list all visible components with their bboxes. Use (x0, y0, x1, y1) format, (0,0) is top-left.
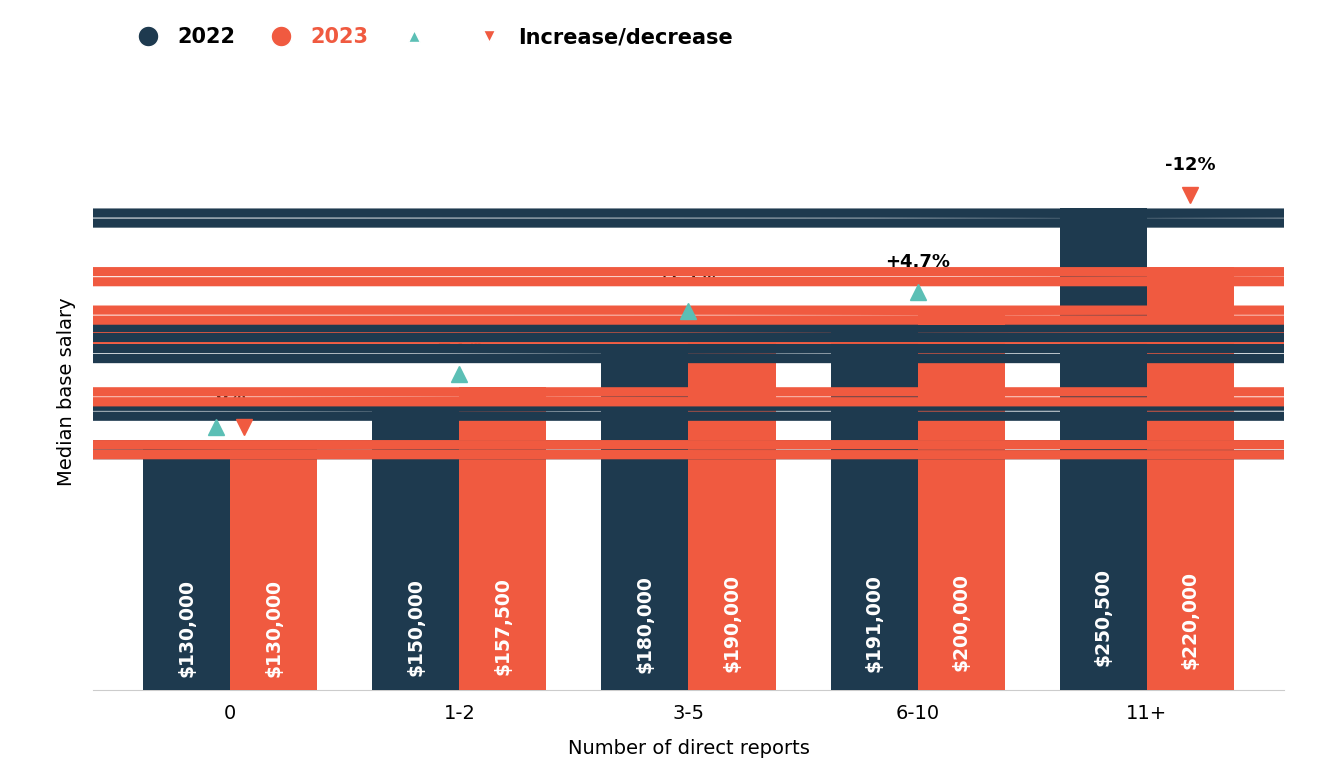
Bar (1059, 218, 1147, 227)
Bar (1059, 209, 1147, 690)
Bar (230, 450, 318, 459)
Bar (688, 334, 776, 344)
FancyBboxPatch shape (0, 440, 1324, 459)
FancyBboxPatch shape (0, 267, 1324, 286)
FancyBboxPatch shape (0, 344, 1324, 363)
Text: $150,000: $150,000 (406, 578, 425, 676)
FancyBboxPatch shape (0, 387, 1324, 406)
Bar (372, 401, 459, 690)
Bar (601, 344, 688, 690)
Bar (830, 332, 918, 342)
FancyBboxPatch shape (0, 306, 1324, 325)
Text: +5%: +5% (437, 335, 482, 353)
Bar (143, 440, 230, 690)
Text: $200,000: $200,000 (952, 572, 970, 670)
Text: $157,500: $157,500 (494, 577, 512, 675)
Text: +5.5%: +5.5% (655, 272, 722, 290)
X-axis label: Number of direct reports: Number of direct reports (568, 739, 809, 758)
Bar (601, 354, 688, 363)
FancyBboxPatch shape (0, 323, 1324, 342)
Text: 0%: 0% (214, 387, 245, 405)
Bar (830, 323, 918, 690)
Bar (230, 440, 318, 690)
Bar (143, 450, 230, 459)
Bar (918, 315, 1005, 325)
FancyBboxPatch shape (0, 209, 1324, 227)
Text: -12%: -12% (1165, 156, 1215, 174)
Text: $180,000: $180,000 (636, 575, 654, 673)
Text: $250,500: $250,500 (1094, 568, 1112, 666)
Bar (1147, 277, 1234, 286)
Bar (918, 306, 1005, 690)
Bar (1147, 267, 1234, 690)
Bar (688, 325, 776, 690)
FancyBboxPatch shape (0, 401, 1324, 421)
Legend: 2022, 2023, , Increase/decrease: 2022, 2023, , Increase/decrease (127, 27, 732, 47)
Text: $190,000: $190,000 (723, 574, 741, 672)
Bar (372, 412, 459, 421)
Text: $220,000: $220,000 (1181, 571, 1200, 669)
Bar (459, 387, 547, 690)
FancyBboxPatch shape (0, 440, 1324, 459)
Text: $130,000: $130,000 (265, 579, 283, 677)
Text: $191,000: $191,000 (865, 574, 883, 672)
FancyBboxPatch shape (0, 325, 1324, 344)
Text: $130,000: $130,000 (177, 579, 196, 677)
Y-axis label: Median base salary: Median base salary (57, 298, 75, 486)
Text: +4.7%: +4.7% (886, 253, 951, 271)
Bar (459, 397, 547, 406)
